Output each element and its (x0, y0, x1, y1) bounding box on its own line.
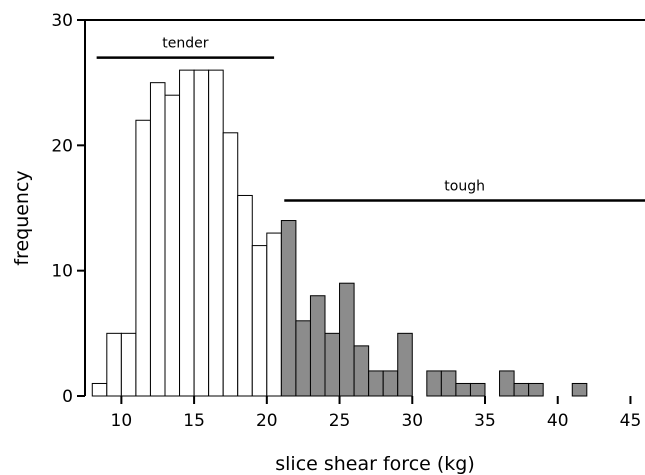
y-tick-label-0: 0 (62, 387, 73, 407)
tender-bar-12 (266, 232, 282, 397)
y-tick-label-10: 10 (51, 262, 73, 282)
tough-bar-6 (368, 370, 384, 397)
y-tick-label-20: 20 (51, 136, 73, 156)
tough-bar-3 (324, 332, 341, 397)
x-axis-title: slice shear force (kg) (275, 453, 475, 475)
tender-bar-3 (135, 119, 151, 397)
tough-bar-13 (499, 370, 515, 397)
y-ticks: 0 10 20 30 (51, 11, 85, 407)
tough-bar-0 (280, 220, 297, 397)
tough-bar-12 (469, 382, 486, 397)
tender-bar-10 (237, 194, 253, 397)
x-tick-label-15: 15 (183, 411, 205, 431)
tender-bar-11 (251, 245, 268, 397)
x-tick-label-35: 35 (474, 411, 496, 431)
tough-bar-2 (309, 295, 326, 397)
x-tick-label-20: 20 (256, 411, 278, 431)
x-tick-label-40: 40 (547, 411, 569, 431)
tough-bar-8 (397, 332, 413, 397)
tough-bar-5 (353, 345, 370, 397)
bars-layer (91, 69, 588, 397)
tough-bar-1 (295, 320, 311, 397)
tender-bar-4 (149, 82, 166, 397)
tender-bar-5 (164, 94, 181, 397)
tough-bar-9 (426, 370, 442, 397)
y-tick-label-30: 30 (51, 11, 73, 31)
x-tick-label-10: 10 (111, 411, 133, 431)
x-tick-label-25: 25 (329, 411, 351, 431)
axes-layer (84, 19, 645, 396)
y-axis-title: frequency (11, 170, 33, 265)
x-tick-label-45: 45 (620, 411, 642, 431)
tender-bar-0 (91, 382, 108, 397)
tender-bar-9 (222, 132, 239, 397)
tough-label: tough (444, 178, 485, 194)
tender-bar-1 (106, 332, 122, 397)
tender-label: tender (162, 36, 208, 52)
annotations-layer: tender tough (96, 36, 645, 202)
x-ticks: 10 15 20 25 30 35 40 45 (111, 396, 642, 431)
tough-bar-10 (440, 370, 457, 397)
tough-bar-4 (339, 282, 355, 397)
tough-bar-7 (382, 370, 399, 397)
tough-bar-14 (513, 382, 530, 397)
tender-bar-8 (208, 69, 224, 397)
x-tick-label-30: 30 (401, 411, 423, 431)
tough-bar-15 (528, 382, 544, 397)
tender-bar-7 (193, 69, 210, 397)
tough-bar-16 (571, 382, 588, 397)
tender-bar-2 (120, 332, 137, 397)
tender-bar-6 (179, 69, 195, 397)
tough-bar-11 (455, 382, 471, 397)
